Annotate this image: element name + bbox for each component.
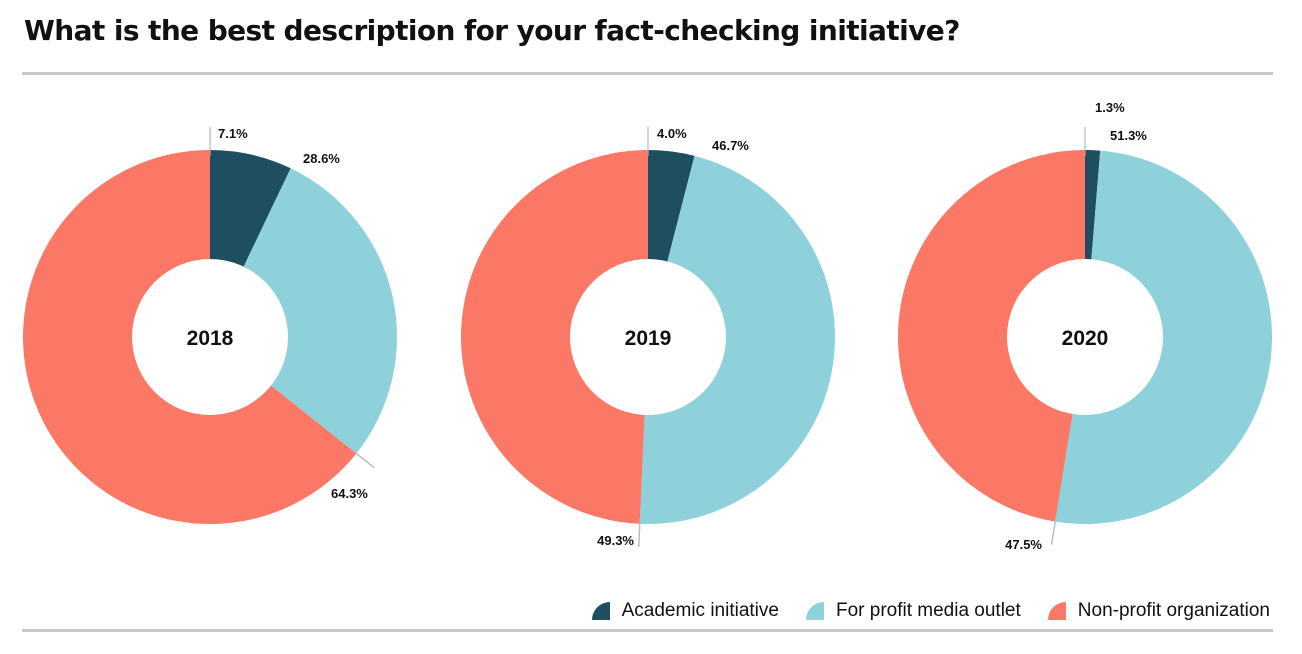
legend-label: Academic initiative (621, 600, 779, 621)
slice-for_profit (1055, 150, 1272, 524)
center-label: 2019 (625, 327, 672, 350)
top-divider (22, 72, 1273, 75)
bottom-divider (22, 629, 1273, 632)
donut-chart-2019: 4.0% 46.7% 49.3% 2019 (460, 126, 835, 548)
swatch-shape (1047, 602, 1066, 620)
legend-swatch-non-profit (1047, 602, 1066, 620)
donut-chart-2020: 1.3% 51.3% 47.5% 2020 (897, 100, 1272, 552)
slice-for_profit (639, 155, 835, 525)
legend-swatch-for-profit (805, 602, 824, 620)
data-label: 51.3% (1110, 128, 1147, 143)
slice-non_profit (897, 150, 1085, 522)
legend: Academic initiative For profit media out… (591, 600, 1270, 622)
donut-charts: 7.1% 28.6% 64.3% 2018 4.0% 46.7% 49.3% 2019 1.3%… (22, 100, 1272, 552)
slice-for_profit (210, 168, 397, 454)
chart-title: What is the best description for your fa… (24, 14, 960, 47)
legend-item-academic: Academic initiative (591, 600, 779, 622)
donut-chart-2018: 7.1% 28.6% 64.3% 2018 (22, 126, 397, 524)
center-label: 2020 (1062, 327, 1109, 350)
data-label: 46.7% (712, 138, 749, 153)
swatch-shape (805, 602, 824, 620)
data-label: 49.3% (597, 533, 634, 548)
leader-line (351, 449, 375, 469)
legend-item-for-profit: For profit media outlet (805, 600, 1021, 622)
center-label: 2018 (187, 327, 234, 350)
legend-item-non-profit: Non-profit organization (1047, 600, 1270, 622)
data-label: 64.3% (331, 486, 368, 501)
donut-hole (132, 259, 288, 415)
legend-swatch-academic (591, 602, 610, 620)
swatch-shape (591, 602, 610, 620)
data-label: 1.3% (1095, 100, 1125, 115)
donut-hole (1007, 259, 1163, 415)
slice-non_profit (460, 150, 648, 524)
data-label: 7.1% (218, 126, 248, 141)
data-label: 28.6% (303, 151, 340, 166)
data-label: 4.0% (657, 126, 687, 141)
legend-label: Non-profit organization (1077, 600, 1270, 621)
data-label: 47.5% (1005, 537, 1042, 552)
leader-line (1050, 515, 1057, 545)
leader-line (638, 517, 641, 547)
legend-label: For profit media outlet (835, 600, 1021, 621)
donut-hole (570, 259, 726, 415)
